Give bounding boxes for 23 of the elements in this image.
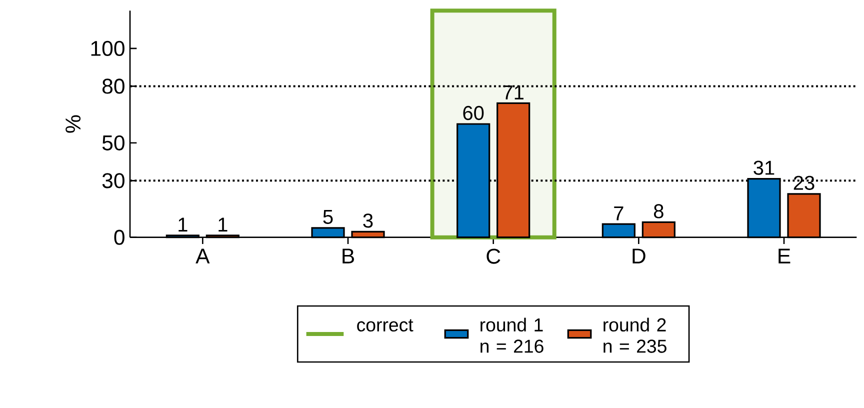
legend-label: correct xyxy=(357,319,414,332)
data-label: 1 xyxy=(218,218,228,232)
legend-label: round 2 n = 235 xyxy=(604,318,666,353)
legend-label: round 1 n = 216 xyxy=(480,318,544,353)
x-tick-label: B xyxy=(342,248,354,264)
y-axis-title: % xyxy=(66,115,81,133)
data-label: 5 xyxy=(323,210,333,224)
y-tick-label: 100 xyxy=(91,40,124,56)
data-label: 31 xyxy=(754,160,774,175)
data-label: 23 xyxy=(794,176,814,190)
data-label: 1 xyxy=(178,218,188,232)
x-tick-label: C xyxy=(486,248,500,264)
data-label: 3 xyxy=(363,214,373,228)
y-tick-label: 30 xyxy=(102,173,124,188)
data-label: 60 xyxy=(463,106,484,120)
x-tick-label: E xyxy=(778,248,790,264)
y-tick-label: 0 xyxy=(114,230,124,245)
data-label: 7 xyxy=(614,206,624,220)
y-tick-label: 80 xyxy=(102,78,124,94)
x-tick-label: A xyxy=(196,248,210,264)
data-label: 8 xyxy=(654,204,664,218)
x-tick-label: D xyxy=(632,248,646,264)
y-tick-label: 50 xyxy=(102,135,124,150)
